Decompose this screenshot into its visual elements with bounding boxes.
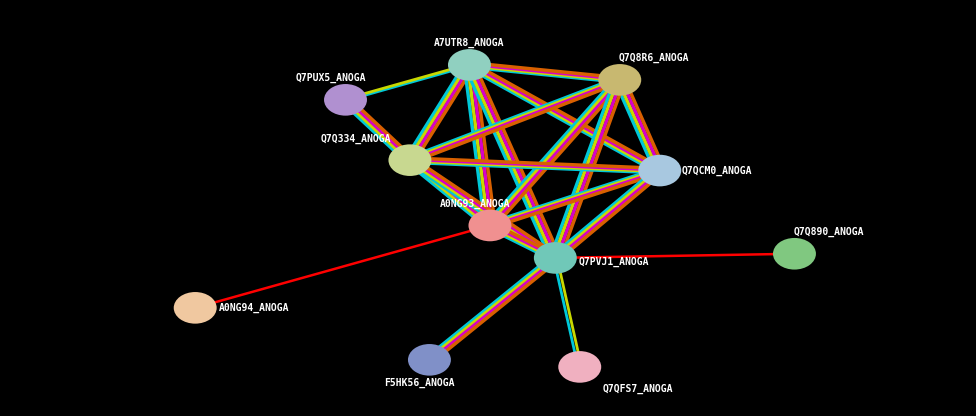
Text: Q7PVJ1_ANOGA: Q7PVJ1_ANOGA [579, 257, 649, 267]
Text: Q7QFS7_ANOGA: Q7QFS7_ANOGA [603, 384, 673, 394]
Ellipse shape [598, 64, 641, 96]
Ellipse shape [534, 242, 577, 274]
Text: F5HK56_ANOGA: F5HK56_ANOGA [385, 378, 455, 388]
Text: Q7Q890_ANOGA: Q7Q890_ANOGA [793, 227, 864, 237]
Ellipse shape [468, 210, 511, 241]
Ellipse shape [388, 144, 431, 176]
Text: Q7Q8R6_ANOGA: Q7Q8R6_ANOGA [619, 53, 689, 63]
Text: A0NG94_ANOGA: A0NG94_ANOGA [219, 303, 289, 313]
Ellipse shape [448, 49, 491, 81]
Ellipse shape [638, 155, 681, 186]
Ellipse shape [558, 351, 601, 383]
Ellipse shape [408, 344, 451, 376]
Text: Q7QCM0_ANOGA: Q7QCM0_ANOGA [681, 166, 752, 176]
Text: A0NG93_ANOGA: A0NG93_ANOGA [440, 199, 510, 209]
Ellipse shape [773, 238, 816, 270]
Text: Q7Q334_ANOGA: Q7Q334_ANOGA [321, 134, 391, 144]
Text: Q7PUX5_ANOGA: Q7PUX5_ANOGA [296, 73, 366, 83]
Ellipse shape [324, 84, 367, 116]
Ellipse shape [174, 292, 217, 324]
Text: A7UTR8_ANOGA: A7UTR8_ANOGA [434, 38, 505, 48]
